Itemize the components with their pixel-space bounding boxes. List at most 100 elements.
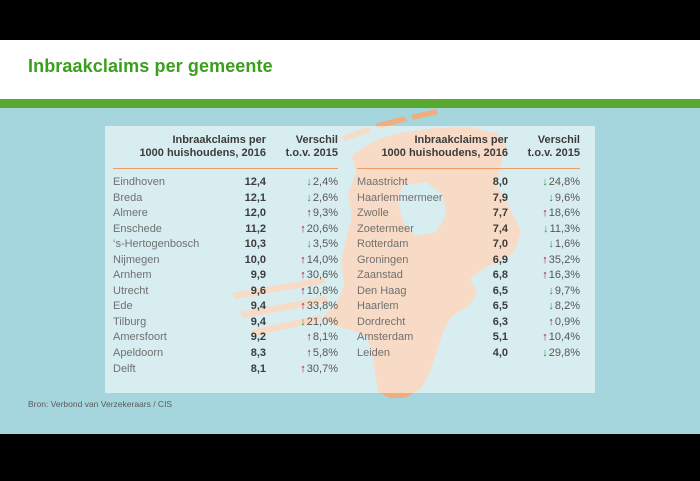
municipality-name: Haarlem — [357, 300, 399, 313]
municipality-name: Groningen — [357, 253, 409, 266]
table-row: Zoetermeer 7,4 ↓ 11,3% — [357, 222, 580, 238]
municipality-name: Eindhoven — [113, 176, 165, 188]
letterbox-top — [0, 0, 700, 40]
table-row: Delft 8,1 ↑ 30,7% — [113, 362, 338, 378]
table-rows: Eindhoven 12,4 ↓ 2,4% Breda 12,1 ↓ 2,6% Almere 12… — [113, 175, 338, 377]
arrow-down-icon: ↓ — [548, 191, 554, 204]
municipality-name: Maastricht — [357, 176, 408, 188]
claims-value: 12,4 — [244, 176, 266, 188]
change-cell: ↑ 20,6% — [266, 222, 338, 238]
arrow-down-icon: ↓ — [548, 238, 554, 251]
change-cell: ↑ 30,7% — [266, 362, 338, 378]
change-cell: ↓ 2,6% — [266, 191, 338, 207]
change-cell: ↑ 16,3% — [508, 268, 580, 284]
municipality-name: Zoetermeer — [357, 222, 414, 235]
column-header-change: Verschil t.o.v. 2015 — [527, 134, 580, 159]
change-value: 21,0% — [306, 315, 338, 328]
content-area: Inbraakclaims per 1000 huishoudens, 2016… — [0, 108, 700, 434]
claims-value: 10,0 — [244, 253, 266, 266]
change-value: 9,7% — [554, 284, 580, 297]
arrow-down-icon: ↓ — [543, 222, 549, 235]
change-cell: ↓ 1,6% — [508, 237, 580, 253]
table-row: Enschede 11,2 ↑ 20,6% — [113, 222, 338, 238]
arrow-up-icon: ↑ — [542, 269, 548, 282]
change-cell: ↑ 8,1% — [266, 330, 338, 346]
arrow-down-icon: ↓ — [548, 300, 554, 313]
table-row: Arnhem 9,9 ↑ 30,6% — [113, 268, 338, 284]
claims-value: 7,0 — [492, 238, 508, 251]
claims-value: 5,1 — [492, 331, 508, 344]
change-cell: ↑ 30,6% — [266, 268, 338, 284]
claims-value: 6,9 — [492, 253, 508, 266]
change-value: 8,1% — [312, 331, 338, 344]
table-rows: Maastricht 8,0 ↓ 24,8% Haarlemmermeer 7,9 ↓ 9,6… — [357, 175, 580, 362]
change-cell: ↑ 5,8% — [266, 346, 338, 362]
change-value: 1,6% — [554, 238, 580, 251]
municipality-name: Enschede — [113, 222, 162, 235]
table-row: Apeldoorn 8,3 ↑ 5,8% — [113, 346, 338, 362]
change-value: 18,6% — [548, 207, 580, 220]
change-value: 20,6% — [306, 222, 338, 235]
letterbox-bottom — [0, 434, 700, 481]
change-value: 0,9% — [554, 315, 580, 328]
table-header: Inbraakclaims per 1000 huishoudens, 2016… — [357, 134, 580, 160]
claims-value: 4,0 — [492, 347, 508, 360]
table-row: Tilburg 9,4 ↓ 21,0% — [113, 315, 338, 331]
change-value: 30,7% — [306, 362, 338, 375]
table-row: Leiden 4,0 ↓ 29,8% — [357, 346, 580, 362]
claims-value: 7,9 — [492, 191, 508, 204]
change-cell: ↑ 14,0% — [266, 253, 338, 269]
change-cell: ↓ 24,8% — [508, 175, 580, 191]
arrow-down-icon: ↓ — [306, 238, 312, 251]
table-row: Amsterdam 5,1 ↑ 10,4% — [357, 330, 580, 346]
claims-value: 10,3 — [244, 238, 266, 251]
column-header-claims: Inbraakclaims per 1000 huishoudens, 2016 — [381, 134, 508, 159]
change-value: 11,3% — [549, 222, 580, 235]
arrow-down-icon: ↓ — [542, 176, 548, 188]
header-band: Inbraakclaims per gemeente — [0, 40, 700, 99]
arrow-up-icon: ↑ — [548, 315, 554, 328]
municipality-name: Amersfoort — [113, 331, 167, 344]
table-row: Ede 9,4 ↑ 33,8% — [113, 299, 338, 315]
municipality-name: Delft — [113, 362, 136, 375]
claims-value: 6,8 — [492, 269, 508, 282]
municipality-name: Breda — [113, 191, 143, 204]
claims-value: 6,5 — [492, 284, 508, 297]
claims-value: 12,1 — [244, 191, 266, 204]
change-cell: ↓ 9,7% — [508, 284, 580, 300]
change-cell: ↑ 0,9% — [508, 315, 580, 331]
change-value: 29,8% — [548, 347, 580, 360]
arrow-up-icon: ↑ — [300, 362, 306, 375]
arrow-down-icon: ↓ — [306, 176, 312, 188]
change-value: 5,8% — [312, 347, 338, 360]
change-cell: ↓ 11,3% — [508, 222, 580, 238]
municipality-name: Ede — [113, 300, 133, 313]
change-value: 33,8% — [306, 300, 338, 313]
change-cell: ↑ 33,8% — [266, 299, 338, 315]
change-value: 3,5% — [312, 238, 338, 251]
municipality-name: Leiden — [357, 347, 391, 360]
table-row: Amersfoort 9,2 ↑ 8,1% — [113, 330, 338, 346]
claims-value: 6,3 — [492, 315, 508, 328]
table-row: Zwolle 7,7 ↑ 18,6% — [357, 206, 580, 222]
change-cell: ↓ 9,6% — [508, 191, 580, 207]
claims-value: 6,5 — [492, 300, 508, 313]
arrow-up-icon: ↑ — [300, 269, 306, 282]
change-value: 16,3% — [548, 269, 580, 282]
arrow-up-icon: ↑ — [306, 331, 312, 344]
claims-value: 9,6 — [250, 284, 266, 297]
arrow-up-icon: ↑ — [542, 331, 548, 344]
change-value: 14,0% — [306, 253, 338, 266]
change-cell: ↓ 8,2% — [508, 299, 580, 315]
change-cell: ↓ 3,5% — [266, 237, 338, 253]
header-underline — [113, 168, 338, 169]
page-title: Inbraakclaims per gemeente — [28, 56, 273, 76]
arrow-up-icon: ↑ — [306, 207, 312, 220]
table-row: Den Haag 6,5 ↓ 9,7% — [357, 284, 580, 300]
claims-value: 8,1 — [250, 362, 266, 375]
arrow-up-icon: ↑ — [300, 284, 306, 297]
claims-value: 7,7 — [492, 207, 508, 220]
municipality-name: Tilburg — [113, 315, 147, 328]
claims-value: 7,4 — [492, 222, 508, 235]
